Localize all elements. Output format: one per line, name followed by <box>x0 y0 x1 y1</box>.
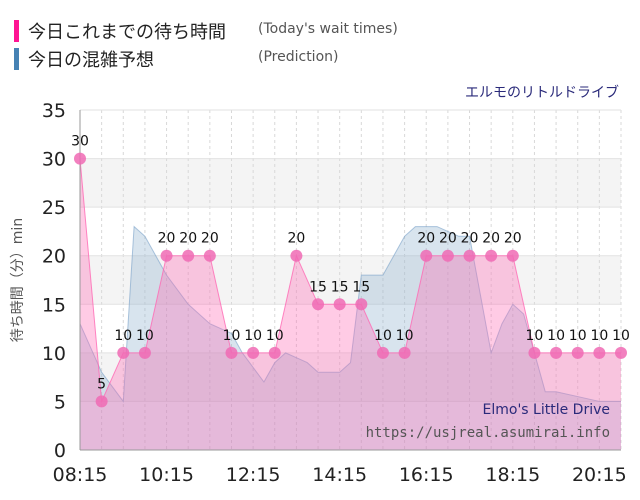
plot-band <box>80 304 621 353</box>
data-label: 10 <box>136 328 154 344</box>
data-label: 30 <box>71 134 89 150</box>
data-label: 10 <box>612 328 630 344</box>
data-label: 10 <box>266 328 284 344</box>
prediction-series-line <box>79 225 621 403</box>
x-tick-label: 16:15 <box>399 464 454 486</box>
today-point <box>441 249 454 262</box>
today-point <box>355 298 368 311</box>
today-point <box>571 346 584 359</box>
today-point <box>333 298 346 311</box>
data-label: 20 <box>482 231 500 247</box>
today-point <box>160 249 173 262</box>
y-tick-label: 25 <box>42 197 66 219</box>
data-label: 10 <box>244 328 262 344</box>
x-tick-label: 18:15 <box>485 464 540 486</box>
today-point <box>593 346 606 359</box>
data-label: 20 <box>287 231 305 247</box>
today-point <box>506 249 519 262</box>
today-point <box>247 346 260 359</box>
y-tick-label: 15 <box>42 294 66 316</box>
data-label: 10 <box>114 328 132 344</box>
plot-band <box>80 207 621 256</box>
today-point <box>420 249 433 262</box>
x-tick-label: 08:15 <box>53 464 108 486</box>
today-point <box>74 152 86 165</box>
today-point <box>463 249 476 262</box>
y-tick-label: 0 <box>54 440 66 462</box>
plot-band <box>80 401 621 450</box>
legend-label-today: 今日これまでの待ち時間 <box>28 22 226 43</box>
prediction-series-area <box>80 226 621 450</box>
data-label: 10 <box>547 328 565 344</box>
data-label: 5 <box>97 376 106 392</box>
y-tick-label: 20 <box>42 246 66 268</box>
y-tick-label: 35 <box>42 100 66 122</box>
attraction-title: エルモのリトルドライブ <box>465 84 619 101</box>
data-label: 10 <box>223 328 241 344</box>
watermark-url: https://usjreal.asumirai.info <box>366 425 610 441</box>
today-point <box>117 346 130 359</box>
data-label: 20 <box>201 231 219 247</box>
legend-item-today: 今日これまでの待ち時間 (Today's wait times) <box>14 18 434 44</box>
y-tick-label: 10 <box>42 343 66 365</box>
today-point <box>376 346 389 359</box>
data-label: 15 <box>331 279 349 295</box>
y-tick-label: 5 <box>54 391 66 413</box>
today-point <box>312 298 325 311</box>
data-label: 20 <box>439 231 457 247</box>
x-tick-label: 12:15 <box>226 464 281 486</box>
legend-swatch-today <box>14 20 19 42</box>
legend-label-prediction-en: (Prediction) <box>258 49 339 65</box>
today-point <box>225 346 238 359</box>
today-point <box>398 346 411 359</box>
legend-label-prediction: 今日の混雑予想 <box>28 50 154 71</box>
plot-band <box>80 110 621 159</box>
x-tick-label: 14:15 <box>312 464 367 486</box>
legend-label-today-en: (Today's wait times) <box>258 21 398 37</box>
data-label: 20 <box>504 231 522 247</box>
data-label: 10 <box>590 328 608 344</box>
today-point <box>528 346 541 359</box>
legend-item-prediction: 今日の混雑予想 (Prediction) <box>14 46 434 72</box>
data-label: 10 <box>569 328 587 344</box>
data-label: 20 <box>417 231 435 247</box>
data-label: 20 <box>158 231 176 247</box>
today-point <box>290 249 303 262</box>
today-point <box>138 346 151 359</box>
data-label: 15 <box>309 279 327 295</box>
data-label: 20 <box>179 231 197 247</box>
plot-band <box>80 158 621 208</box>
x-tick-label: 10:15 <box>139 464 194 486</box>
today-point <box>95 395 108 408</box>
data-label: 10 <box>396 328 414 344</box>
x-tick-label: 20:15 <box>572 464 627 486</box>
today-point <box>203 249 216 262</box>
legend-swatch-prediction <box>14 48 19 70</box>
y-tick-label: 30 <box>42 149 66 171</box>
today-point <box>550 346 563 359</box>
data-label: 10 <box>374 328 392 344</box>
data-label: 10 <box>526 328 544 344</box>
today-point <box>182 249 195 262</box>
today-point <box>268 346 281 359</box>
data-label: 15 <box>352 279 370 295</box>
y-axis-label: 待ち時間（分）min <box>10 218 26 342</box>
watermark-name: Elmo's Little Drive <box>483 402 610 418</box>
today-point <box>615 346 627 359</box>
data-label: 20 <box>461 231 479 247</box>
today-point <box>485 249 498 262</box>
